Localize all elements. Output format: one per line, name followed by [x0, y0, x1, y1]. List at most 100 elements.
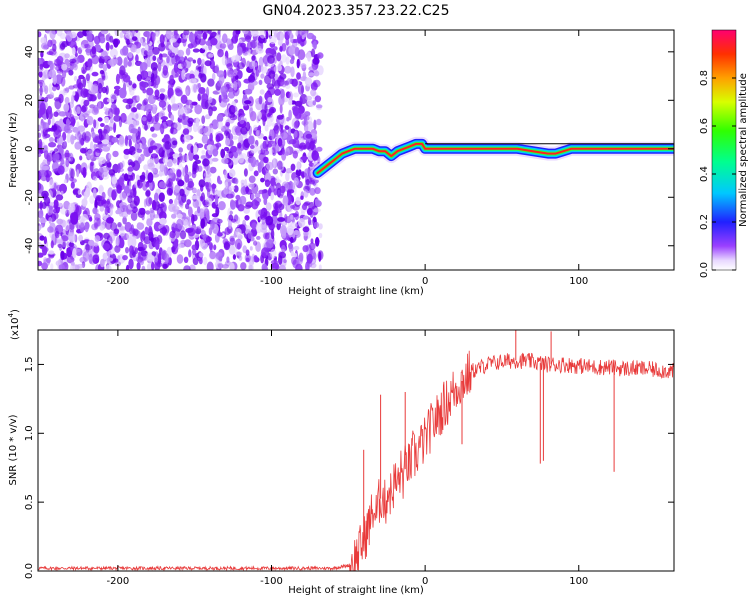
noise-speckle — [231, 135, 239, 140]
noise-speckle — [187, 43, 194, 49]
noise-speckle — [49, 92, 55, 98]
noise-speckle — [159, 88, 166, 93]
noise-speckle — [192, 214, 198, 222]
noise-speckle — [136, 148, 142, 153]
noise-speckle — [193, 144, 198, 155]
bottom-y-tick-label: 0.0 — [24, 563, 35, 579]
noise-speckle — [136, 95, 140, 102]
noise-speckle — [165, 120, 174, 127]
noise-speckle — [71, 94, 75, 105]
noise-speckle — [192, 163, 200, 173]
noise-speckle — [275, 30, 278, 33]
noise-speckle — [293, 245, 300, 251]
noise-speckle — [152, 55, 157, 61]
noise-speckle — [168, 198, 173, 205]
noise-speckle — [207, 78, 215, 87]
noise-speckle — [300, 156, 308, 161]
noise-speckle — [309, 242, 316, 251]
noise-speckle — [205, 181, 210, 190]
noise-speckle — [300, 63, 307, 69]
noise-speckle — [146, 56, 151, 68]
noise-speckle — [119, 31, 124, 39]
noise-speckle — [128, 80, 133, 86]
noise-speckle — [230, 200, 236, 210]
top-y-axis-label: Frequency (Hz) — [8, 112, 19, 188]
noise-speckle — [48, 142, 57, 148]
noise-speckle — [272, 168, 278, 175]
noise-speckle — [109, 117, 114, 124]
noise-speckle — [313, 119, 317, 130]
noise-speckle — [182, 38, 187, 47]
noise-speckle — [225, 121, 230, 127]
noise-speckle — [289, 58, 295, 65]
noise-speckle — [318, 264, 322, 270]
noise-speckle — [156, 56, 164, 64]
noise-speckle — [286, 225, 295, 235]
noise-speckle — [64, 149, 70, 160]
noise-speckle — [281, 245, 286, 253]
noise-speckle — [313, 208, 321, 213]
noise-speckle — [253, 255, 258, 262]
noise-speckle — [288, 99, 293, 106]
noise-speckle — [289, 137, 294, 145]
noise-speckle — [56, 30, 63, 37]
noise-speckle — [151, 251, 157, 257]
noise-speckle — [278, 203, 285, 210]
noise-speckle — [40, 37, 47, 44]
noise-speckle — [109, 35, 114, 43]
noise-speckle — [271, 209, 279, 217]
noise-speckle — [242, 30, 249, 35]
noise-speckle — [301, 171, 305, 179]
noise-speckle — [235, 228, 242, 237]
noise-speckle — [230, 105, 238, 113]
noise-speckle — [218, 94, 222, 104]
noise-speckle — [318, 232, 323, 239]
noise-speckle — [188, 249, 192, 258]
noise-speckle — [73, 189, 77, 196]
noise-speckle — [285, 168, 293, 174]
noise-speckle — [202, 201, 209, 206]
noise-speckle — [237, 142, 242, 149]
noise-speckle — [303, 230, 309, 237]
noise-speckle — [289, 236, 294, 244]
noise-speckle — [58, 264, 65, 270]
noise-speckle — [53, 211, 59, 220]
noise-speckle — [198, 252, 204, 258]
noise-speckle — [181, 69, 186, 81]
noise-speckle — [176, 254, 184, 264]
noise-speckle — [283, 259, 287, 264]
noise-speckle — [108, 141, 112, 148]
noise-speckle — [161, 226, 167, 236]
noise-speckle — [303, 123, 309, 132]
noise-speckle — [154, 155, 159, 165]
noise-speckle — [70, 213, 79, 225]
noise-speckle — [68, 202, 76, 213]
noise-speckle — [85, 48, 91, 56]
noise-speckle — [151, 115, 159, 125]
noise-speckle — [237, 204, 245, 212]
noise-speckle — [292, 106, 300, 117]
noise-speckle — [94, 235, 101, 242]
noise-speckle — [258, 189, 265, 195]
noise-speckle — [162, 157, 169, 164]
noise-speckle — [290, 214, 294, 220]
noise-speckle — [51, 161, 60, 172]
noise-speckle — [155, 31, 159, 37]
noise-speckle — [49, 205, 53, 211]
noise-speckle — [270, 192, 275, 201]
noise-speckle — [187, 180, 195, 189]
noise-speckle — [179, 230, 187, 240]
noise-speckle — [164, 141, 172, 150]
noise-speckle — [166, 187, 173, 195]
noise-speckle — [49, 60, 54, 71]
noise-speckle — [38, 152, 42, 158]
noise-speckle — [148, 94, 156, 105]
noise-speckle — [238, 255, 243, 261]
noise-speckle — [248, 75, 255, 83]
noise-speckle — [43, 44, 49, 49]
noise-speckle — [159, 163, 165, 173]
noise-speckle — [55, 194, 64, 201]
noise-speckle — [41, 165, 50, 171]
noise-speckle — [82, 251, 90, 262]
noise-speckle — [197, 57, 202, 66]
